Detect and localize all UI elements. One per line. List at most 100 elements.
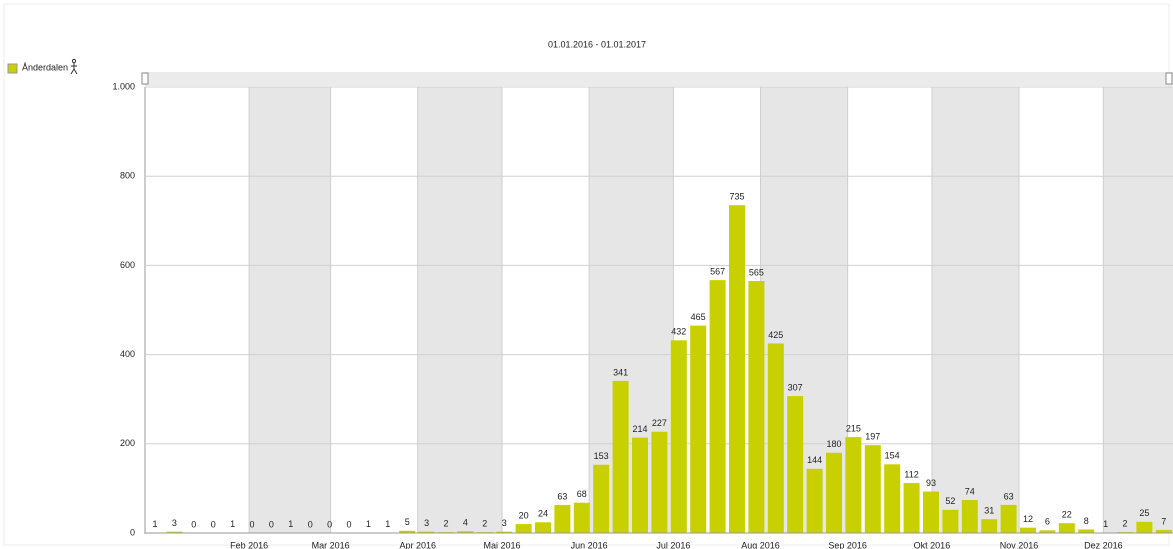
- bar: [612, 380, 629, 533]
- value-label: 0: [269, 519, 274, 529]
- bar: [864, 445, 881, 533]
- bar: [670, 340, 687, 533]
- bar: [690, 325, 707, 533]
- value-label: 1: [288, 519, 293, 529]
- value-label: 0: [346, 519, 351, 529]
- x-tick-label: Aug 2016: [741, 540, 780, 549]
- scroll-bar[interactable]: [145, 72, 1173, 86]
- value-label: 0: [308, 519, 313, 529]
- bar: [535, 522, 551, 533]
- bar: [515, 524, 532, 533]
- bar: [418, 531, 435, 533]
- y-tick-label: 0: [130, 527, 135, 537]
- x-tick-label: Okt 2016: [914, 540, 951, 549]
- value-label: 0: [249, 519, 254, 529]
- bar: [457, 531, 474, 533]
- value-label: 20: [519, 510, 529, 520]
- bar: [573, 502, 590, 533]
- value-label: 432: [671, 327, 686, 337]
- bar: [806, 468, 823, 533]
- value-label: 24: [538, 509, 548, 519]
- bar: [826, 452, 842, 533]
- x-tick-label: Mar 2016: [312, 540, 350, 549]
- value-label: 3: [424, 518, 429, 528]
- value-label: 735: [729, 192, 744, 202]
- bar: [709, 280, 726, 533]
- month-band: [417, 87, 503, 533]
- x-tick-label: Jun 2016: [571, 540, 608, 549]
- x-tick-label: Sep 2016: [828, 540, 867, 549]
- value-label: 3: [172, 518, 177, 528]
- value-label: 74: [965, 486, 975, 496]
- value-label: 68: [577, 489, 587, 499]
- value-label: 214: [632, 424, 647, 434]
- value-label: 12: [1023, 514, 1033, 524]
- value-label: 215: [846, 423, 861, 433]
- value-label: 2: [482, 518, 487, 528]
- bar: [767, 343, 784, 533]
- bar: [884, 464, 901, 533]
- value-label: 0: [211, 519, 216, 529]
- legend-label[interactable]: Ånderdalen: [22, 62, 68, 72]
- value-label: 25: [1139, 508, 1149, 518]
- value-label: 63: [557, 491, 567, 501]
- bar: [1058, 523, 1075, 533]
- value-label: 22: [1062, 510, 1072, 520]
- value-label: 52: [945, 496, 955, 506]
- value-label: 567: [710, 266, 725, 276]
- month-band: [1103, 87, 1173, 533]
- month-band: [931, 87, 1020, 533]
- chart-title: 01.01.2016 - 01.01.2017: [548, 39, 646, 49]
- bar: [942, 509, 959, 533]
- bar: [1155, 529, 1172, 533]
- value-label: 4: [463, 518, 468, 528]
- value-label: 2: [1122, 518, 1127, 528]
- value-label: 180: [826, 439, 841, 449]
- x-tick-label: Feb 2016: [230, 540, 268, 549]
- value-label: 307: [788, 382, 803, 392]
- value-label: 0: [191, 519, 196, 529]
- value-label: 154: [885, 451, 900, 461]
- bar: [1039, 530, 1056, 533]
- value-label: 5: [405, 517, 410, 527]
- bar: [845, 437, 862, 533]
- bar: [166, 531, 183, 533]
- x-tick-label: Apr 2016: [399, 540, 436, 549]
- value-label: 63: [1004, 491, 1014, 501]
- y-tick-label: 800: [120, 171, 135, 181]
- bar: [1078, 529, 1095, 533]
- value-label: 112: [904, 469, 918, 479]
- value-label: 565: [749, 267, 764, 277]
- walker-icon: [70, 58, 78, 75]
- scroll-handle[interactable]: [141, 72, 149, 85]
- bar: [748, 281, 765, 533]
- value-label: 153: [594, 451, 609, 461]
- bar: [961, 499, 978, 533]
- value-label: 1: [366, 519, 371, 529]
- value-label: 6: [1045, 517, 1050, 527]
- x-tick-label: Dez 2016: [1084, 540, 1123, 549]
- bar: [593, 464, 610, 533]
- value-label: 93: [926, 478, 936, 488]
- value-label: 3: [502, 518, 507, 528]
- x-tick-label: Mai 2016: [483, 540, 520, 549]
- month-band: [249, 87, 331, 533]
- bar: [981, 519, 998, 533]
- value-label: 227: [652, 418, 667, 428]
- value-label: 1: [152, 519, 157, 529]
- value-label: 197: [865, 432, 880, 442]
- bar: [729, 205, 745, 533]
- x-tick-label: Jul 2016: [656, 540, 690, 549]
- bar: [1000, 504, 1017, 533]
- y-tick-label: 200: [120, 438, 135, 448]
- value-label: 1: [230, 519, 235, 529]
- value-label: 425: [768, 330, 783, 340]
- value-label: 1: [1103, 519, 1108, 529]
- legend-swatch[interactable]: [7, 63, 18, 74]
- y-tick-label: 400: [120, 349, 135, 359]
- scroll-handle[interactable]: [1165, 72, 1173, 85]
- value-label: 2: [443, 518, 448, 528]
- y-tick-label: 600: [120, 260, 135, 270]
